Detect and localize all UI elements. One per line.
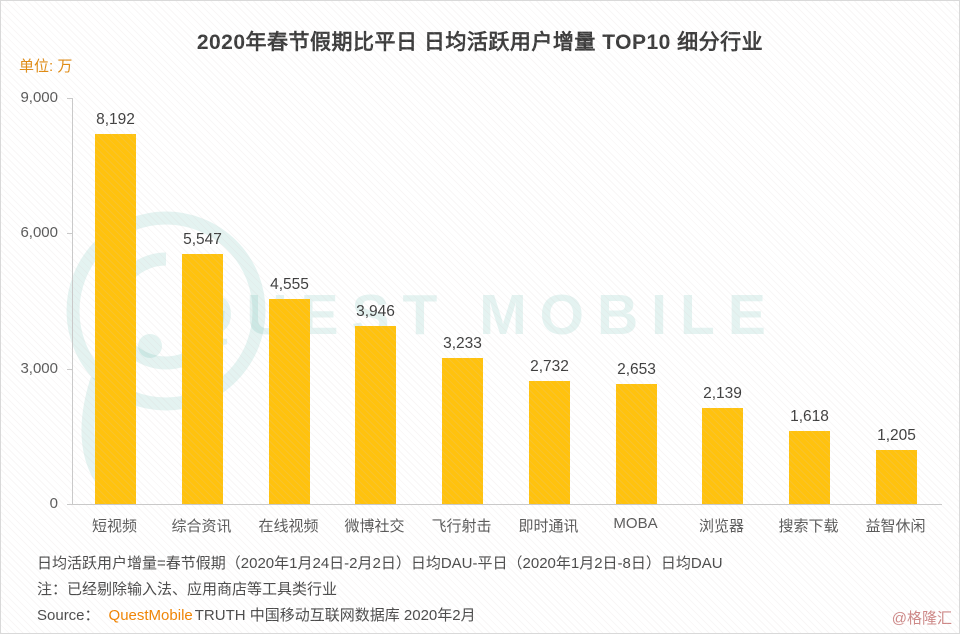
footnote-definition: 日均活跃用户增量=春节假期（2020年1月24日-2月2日）日均DAU-平日（2…	[37, 555, 723, 572]
bar-6	[616, 384, 657, 504]
bar-0	[95, 134, 136, 504]
source-rest: TRUTH 中国移动互联网数据库 2020年2月	[194, 607, 476, 624]
bar-2	[269, 299, 310, 504]
category-label: 综合资讯	[171, 518, 232, 535]
bar-8	[789, 431, 830, 504]
y-axis-tick-mark	[67, 369, 72, 370]
y-axis-tick-label: 6,000	[20, 224, 58, 242]
category-label: 微博社交	[344, 518, 405, 535]
y-axis-tick-label: 3,000	[20, 359, 58, 377]
y-axis-tick-mark	[67, 504, 72, 505]
source-brand: QuestMobile	[108, 607, 193, 624]
bar-value-label: 1,205	[877, 427, 916, 444]
bar-9	[876, 450, 917, 504]
footnote-note: 注：已经剔除输入法、应用商店等工具类行业	[37, 581, 338, 598]
bar-value-label: 2,653	[617, 361, 656, 378]
bar-1	[182, 254, 223, 504]
plot-area: 8,192 5,547 4,555 3,946 3,233 2,732 2,653 2,139…	[72, 98, 942, 505]
category-label: 短视频	[91, 518, 137, 535]
gelonghui-watermark: @格隆汇	[891, 610, 952, 627]
y-axis-tick-label: 0	[49, 495, 58, 512]
bar-value-label: 2,139	[703, 385, 742, 402]
category-label: 飞行射击	[431, 518, 492, 535]
y-axis-tick-mark	[67, 233, 72, 234]
y-axis-tick-label: 9,000	[20, 89, 58, 106]
bar-value-label: 8,192	[96, 111, 135, 128]
bar-7	[702, 408, 743, 504]
source-label: Source：	[37, 607, 100, 624]
category-label: 浏览器	[698, 518, 744, 535]
bar-value-label: 3,233	[443, 335, 482, 352]
footnote-source: Source： QuestMobile TRUTH 中国移动互联网数据库 2020年…	[37, 604, 476, 625]
category-label: 在线视频	[258, 518, 319, 535]
category-label: 益智休闲	[865, 518, 926, 535]
category-label: MOBA	[613, 515, 658, 532]
bar-5	[529, 381, 570, 504]
bar-value-label: 5,547	[183, 231, 222, 248]
logo-dot	[138, 334, 162, 358]
bar-value-label: 1,618	[790, 408, 829, 425]
bar-value-label: 2,732	[530, 358, 569, 375]
category-label: 搜索下载	[778, 518, 839, 535]
bar-4	[442, 358, 483, 504]
chart-title: 2020年春节假期比平日 日均活跃用户增量 TOP10 细分行业	[196, 31, 764, 54]
bar-value-label: 3,946	[356, 303, 395, 320]
y-axis-tick-mark	[67, 98, 72, 99]
bar-value-label: 4,555	[270, 276, 309, 293]
unit-label: 单位: 万	[19, 58, 73, 75]
category-label: 即时通讯	[518, 518, 579, 535]
bar-3	[355, 326, 396, 504]
